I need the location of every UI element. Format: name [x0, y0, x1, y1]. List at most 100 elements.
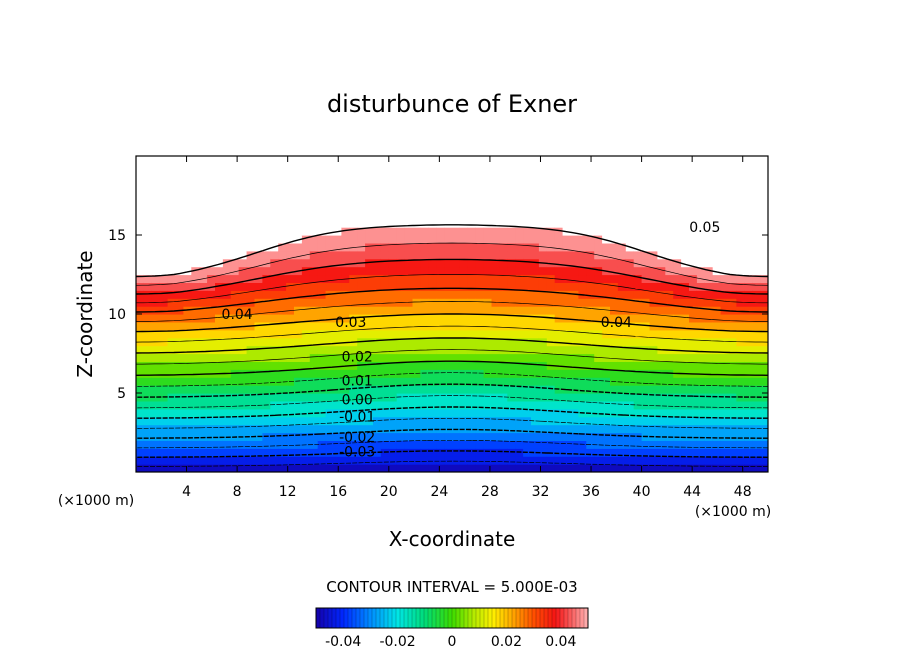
field-cell — [167, 464, 177, 472]
field-cell — [507, 282, 516, 291]
field-cell — [657, 187, 666, 197]
field-cell — [238, 329, 248, 339]
field-cell — [704, 187, 714, 197]
field-cell — [610, 282, 619, 291]
field-cell — [230, 408, 240, 418]
field-cell — [499, 219, 508, 228]
field-cell — [404, 329, 414, 339]
field-cell — [499, 266, 508, 276]
field-cell — [167, 306, 177, 315]
field-cell — [483, 329, 493, 339]
field-cell — [507, 219, 516, 228]
field-cell — [301, 282, 311, 291]
field-cell — [278, 329, 287, 339]
field-cell — [673, 219, 682, 228]
field-cell — [420, 242, 429, 252]
field-cell — [507, 211, 516, 220]
field-cell — [712, 353, 722, 362]
field-cell — [341, 440, 350, 449]
field-cell — [531, 345, 540, 355]
field-cell — [760, 400, 768, 410]
field-cell — [159, 448, 169, 457]
field-cell — [365, 321, 374, 331]
field-cell — [230, 179, 240, 189]
field-cell — [373, 258, 382, 268]
field-cell — [238, 337, 248, 347]
field-cell — [341, 242, 350, 252]
field-cell — [467, 424, 477, 434]
field-cell — [673, 393, 682, 402]
field-cell — [578, 258, 587, 268]
field-cell — [183, 314, 192, 323]
field-cell — [602, 448, 611, 457]
field-cell — [602, 321, 611, 331]
field-cell — [301, 400, 311, 410]
field-cell — [720, 156, 730, 165]
field-cell — [507, 306, 516, 315]
field-cell — [428, 258, 437, 268]
field-cell — [625, 424, 635, 434]
field-cell — [136, 187, 145, 197]
field-cell — [143, 306, 153, 315]
field-cell — [728, 306, 737, 315]
field-cell — [515, 227, 524, 236]
field-cell — [483, 227, 493, 236]
field-cell — [136, 369, 145, 378]
contour-label: -0.01 — [339, 410, 375, 426]
field-cell — [467, 219, 477, 228]
field-cell — [610, 353, 619, 362]
field-cell — [222, 290, 232, 299]
field-cell — [270, 250, 279, 260]
field-cell — [515, 211, 524, 220]
field-cell — [230, 282, 240, 291]
field-cell — [610, 306, 619, 315]
field-cell — [570, 393, 579, 402]
field-cell — [365, 432, 374, 441]
field-cell — [752, 290, 761, 299]
field-cell — [301, 432, 311, 441]
field-cell — [657, 314, 666, 323]
field-cell — [420, 156, 429, 165]
field-cell — [665, 353, 674, 362]
field-cell — [278, 250, 287, 260]
x-tick-label: 4 — [182, 484, 191, 500]
field-cell — [752, 156, 761, 165]
field-cell — [704, 195, 714, 204]
field-cell — [728, 464, 737, 472]
field-cell — [696, 314, 706, 323]
field-cell — [467, 250, 477, 260]
field-cell — [475, 416, 485, 426]
field-cell — [294, 400, 303, 410]
field-cell — [136, 156, 145, 165]
field-cell — [570, 345, 579, 355]
field-cell — [238, 274, 248, 283]
field-cell — [301, 321, 311, 331]
field-cell — [570, 464, 579, 472]
field-cell — [649, 393, 658, 402]
field-cell — [167, 432, 177, 441]
colorbar-cell — [388, 608, 393, 628]
field-cell — [230, 171, 240, 181]
field-cell — [199, 195, 208, 204]
field-cell — [333, 219, 342, 228]
field-cell — [301, 448, 311, 457]
field-cell — [665, 203, 674, 212]
field-cell — [736, 235, 745, 244]
field-cell — [467, 211, 477, 220]
colorbar-cell — [424, 608, 429, 628]
field-cell — [428, 195, 437, 204]
field-cell — [136, 203, 145, 212]
contour-label: 0.05 — [689, 220, 720, 236]
field-cell — [483, 211, 493, 220]
field-cell — [238, 306, 248, 315]
field-cell — [704, 385, 714, 394]
field-cell — [444, 211, 453, 220]
field-cell — [459, 440, 469, 449]
field-cell — [475, 400, 485, 410]
field-cell — [136, 456, 145, 465]
field-cell — [467, 377, 477, 386]
field-cell — [617, 456, 627, 465]
field-cell — [689, 393, 698, 402]
field-cell — [633, 416, 643, 426]
field-cell — [444, 456, 453, 465]
